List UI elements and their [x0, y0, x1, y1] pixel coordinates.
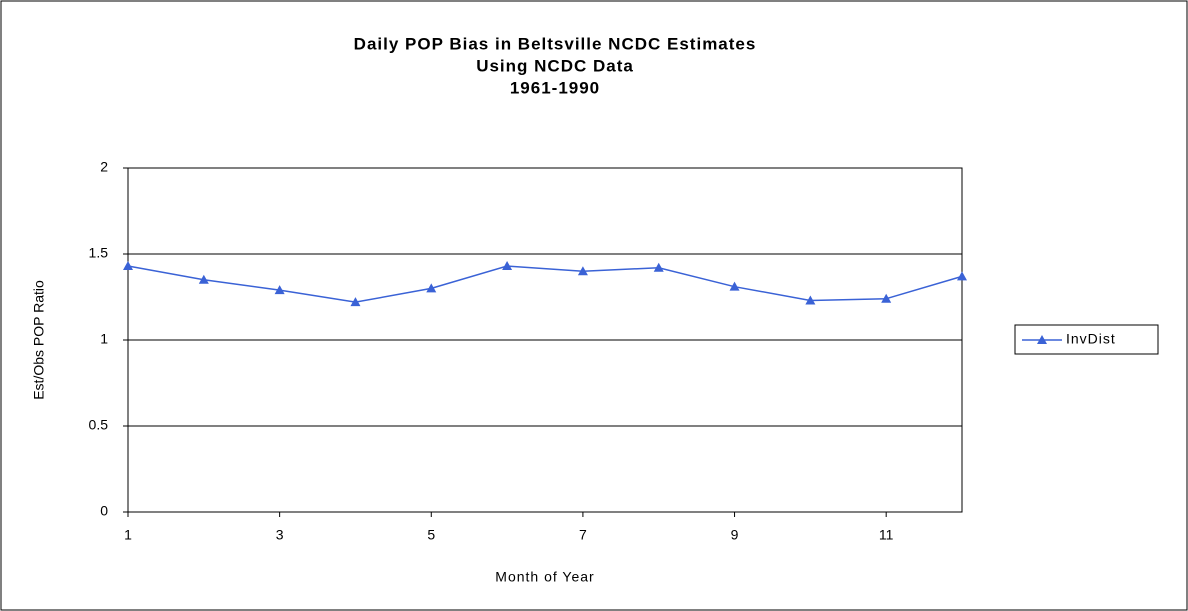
marker: [577, 266, 588, 276]
x-tick-label: 11: [879, 527, 894, 543]
y-tick-label: 2: [100, 159, 108, 175]
marker: [274, 285, 285, 295]
y-tick-label: 0: [100, 503, 108, 519]
y-axis-label: Est/Obs POP Ratio: [31, 280, 47, 400]
chart-title: Using NCDC Data: [476, 56, 634, 75]
x-tick-label: 7: [579, 527, 587, 543]
y-tick-label: 0.5: [89, 417, 109, 433]
x-tick-label: 5: [427, 527, 435, 543]
x-tick-label: 1: [124, 527, 132, 543]
chart-title: Daily POP Bias in Beltsville NCDC Estima…: [354, 34, 757, 53]
chart-title: 1961-1990: [510, 78, 600, 97]
marker: [729, 281, 740, 291]
marker: [957, 271, 967, 281]
legend-label: InvDist: [1066, 331, 1116, 347]
x-axis-label: Month of Year: [495, 569, 594, 585]
legend-marker: [1037, 335, 1047, 344]
marker: [502, 261, 513, 271]
y-tick-label: 1: [100, 331, 108, 347]
marker: [198, 274, 209, 284]
x-tick-label: 9: [731, 527, 739, 543]
marker: [123, 261, 133, 271]
marker: [426, 283, 437, 293]
y-tick-label: 1.5: [89, 245, 109, 261]
marker: [805, 295, 816, 305]
marker: [653, 262, 664, 272]
marker: [881, 293, 892, 303]
x-tick-label: 3: [276, 527, 284, 543]
series-line: [127, 265, 963, 303]
marker: [350, 297, 361, 307]
